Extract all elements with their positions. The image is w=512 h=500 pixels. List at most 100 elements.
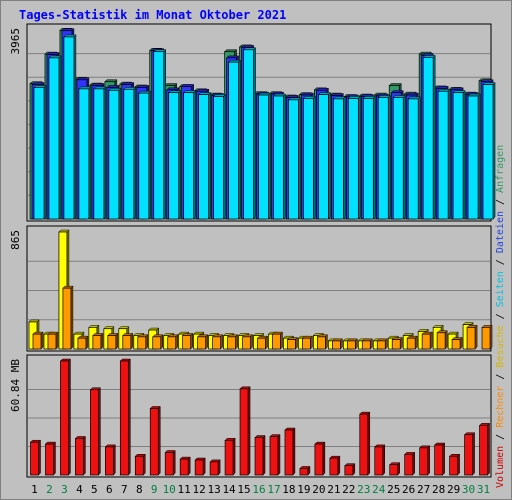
- bar-rechner-day-18: [286, 336, 299, 350]
- bar-volumen-day-17: [269, 433, 281, 476]
- bar-seiten-day-6: [108, 87, 122, 220]
- panel-middle: [26, 225, 493, 352]
- bar-rechner-day-23: [361, 338, 373, 350]
- bar-seiten-day-17: [272, 93, 287, 220]
- bar-rechner-day-6: [107, 332, 119, 350]
- bar-rechner-day-27: [421, 331, 433, 350]
- bar-seiten-day-24: [377, 94, 391, 220]
- x-label-day-29: 29: [447, 483, 460, 496]
- x-label-day-27: 27: [417, 483, 430, 496]
- bar-volumen-day-20: [314, 441, 326, 476]
- bar-volumen-day-3: [59, 358, 72, 476]
- bar-rechner-day-15: [241, 334, 254, 350]
- x-label-day-11: 11: [178, 483, 191, 496]
- x-label-day-5: 5: [91, 483, 98, 496]
- bar-rechner-day-3: [62, 285, 74, 350]
- bar-rechner-day-8: [137, 334, 149, 350]
- bar-volumen-day-15: [239, 386, 251, 476]
- bar-volumen-day-6: [104, 444, 116, 476]
- x-label-day-31: 31: [477, 483, 490, 496]
- legend-item-seiten: Seiten: [495, 271, 506, 307]
- x-label-day-3: 3: [61, 483, 68, 496]
- bar-rechner-day-30: [466, 324, 478, 350]
- bar-rechner-day-12: [197, 334, 209, 350]
- bar-volumen-day-10: [164, 449, 176, 476]
- bar-rechner-day-29: [451, 336, 463, 350]
- panel-top: [26, 23, 496, 222]
- legend-separator: /: [495, 307, 506, 325]
- x-label-day-26: 26: [402, 483, 415, 496]
- bar-rechner-day-9: [152, 334, 164, 350]
- x-label-day-25: 25: [387, 483, 400, 496]
- x-label-day-23: 23: [357, 483, 370, 496]
- bar-seiten-day-11: [183, 90, 197, 220]
- bar-seiten-day-28: [437, 88, 451, 220]
- x-label-day-19: 19: [297, 483, 310, 496]
- bar-volumen-day-11: [179, 456, 191, 476]
- legend-item-besuche: Besuche: [495, 325, 506, 367]
- x-label-day-21: 21: [327, 483, 340, 496]
- bar-rechner-day-13: [212, 334, 224, 350]
- legend: Volumen / Rechner / Besuche / Seiten / D…: [495, 145, 506, 488]
- bar-rechner-day-7: [122, 332, 134, 350]
- bar-seiten-day-8: [138, 90, 152, 220]
- x-label-day-9: 9: [151, 483, 158, 496]
- bar-volumen-day-12: [194, 457, 206, 476]
- y-max-label-middle: 865: [9, 230, 22, 250]
- x-label-day-28: 28: [432, 483, 445, 496]
- bar-volumen-day-31: [478, 422, 491, 476]
- bar-seiten-day-13: [213, 93, 227, 220]
- bar-seiten-day-30: [467, 93, 481, 220]
- x-label-day-10: 10: [163, 483, 176, 496]
- bar-seiten-day-4: [78, 86, 92, 220]
- bar-volumen-day-22: [344, 463, 356, 476]
- bar-rechner-day-20: [316, 334, 328, 350]
- legend-item-volumen: Volumen: [495, 446, 506, 488]
- legend-separator: /: [495, 428, 506, 446]
- bar-volumen-day-19: [299, 465, 311, 476]
- bar-rechner-day-14: [226, 334, 239, 350]
- x-label-day-7: 7: [121, 483, 128, 496]
- bar-rechner-day-28: [436, 330, 448, 350]
- bar-volumen-day-4: [74, 435, 87, 476]
- bar-volumen-day-1: [29, 439, 42, 476]
- bar-volumen-day-27: [419, 445, 431, 476]
- bar-rechner-day-25: [391, 336, 403, 350]
- bar-seiten-day-26: [407, 96, 421, 220]
- bar-seiten-day-27: [422, 54, 436, 220]
- x-label-day-30: 30: [462, 483, 475, 496]
- bar-volumen-day-23: [359, 411, 371, 476]
- x-label-day-4: 4: [76, 483, 83, 496]
- bar-rechner-day-31: [481, 324, 493, 350]
- bar-rechner-day-17: [271, 331, 284, 350]
- y-axis-max-labels: 3965 865 60.84 MB: [9, 28, 22, 412]
- bar-seiten-day-7: [123, 86, 137, 220]
- bar-volumen-day-13: [209, 459, 221, 476]
- bar-seiten-day-19: [302, 95, 317, 220]
- bar-seiten-day-2: [48, 55, 62, 220]
- x-label-day-14: 14: [222, 483, 236, 496]
- bar-rechner-day-5: [92, 332, 104, 350]
- x-label-day-6: 6: [106, 483, 113, 496]
- panel-bottom: [26, 354, 492, 478]
- x-label-day-22: 22: [342, 483, 355, 496]
- bar-volumen-day-9: [149, 405, 161, 476]
- x-label-day-2: 2: [46, 483, 53, 496]
- bar-rechner-day-22: [346, 338, 358, 350]
- bar-volumen-day-28: [434, 442, 446, 476]
- x-label-day-17: 17: [267, 483, 280, 496]
- x-label-day-16: 16: [252, 483, 265, 496]
- legend-separator: /: [495, 193, 506, 211]
- bar-volumen-day-8: [134, 453, 146, 476]
- bar-seiten-day-16: [257, 92, 272, 220]
- bar-volumen-day-29: [448, 453, 461, 476]
- x-label-day-1: 1: [31, 483, 38, 496]
- x-label-day-20: 20: [312, 483, 325, 496]
- x-label-day-13: 13: [207, 483, 220, 496]
- x-label-day-18: 18: [282, 483, 295, 496]
- bar-rechner-day-24: [376, 338, 388, 350]
- legend-separator: /: [495, 368, 506, 386]
- legend-separator: /: [495, 253, 506, 271]
- bar-rechner-day-16: [256, 335, 269, 350]
- bar-rechner-day-11: [182, 332, 194, 350]
